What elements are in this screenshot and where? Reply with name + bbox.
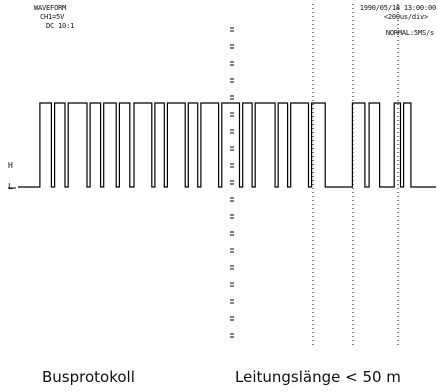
level-mark-high: H — [8, 161, 13, 170]
caption-left: Busprotokoll — [42, 368, 135, 386]
scope-label-datetime: 1990/05/18 13:00:00 — [359, 4, 436, 12]
scope-label-timebase: <200us/div> — [383, 13, 428, 21]
oscilloscope-display: WAVEFORM CH1=5V DC 10:1 1990/05/18 13:00… — [8, 4, 436, 345]
level-mark-low: L — [8, 182, 13, 191]
waveform-plot — [8, 4, 436, 345]
caption-right: Leitungslänge < 50 m — [235, 368, 401, 386]
scope-label-channel: CH1=5V — [40, 13, 65, 21]
scope-label-coupling: DC 10:1 — [46, 22, 75, 30]
scope-label-mode: WAVEFORM — [34, 4, 67, 12]
waveform-trace — [18, 102, 436, 188]
scope-label-sampling: NORMAL:5MS/s — [385, 29, 434, 37]
